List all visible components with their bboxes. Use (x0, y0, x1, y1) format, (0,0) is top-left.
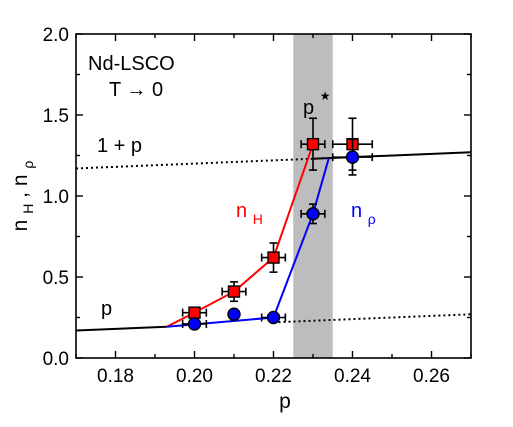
marker-square (188, 306, 201, 319)
label-nrho-main: n (351, 200, 362, 222)
y-axis-title-sub2: ρ (20, 161, 36, 169)
label-nH: n H (236, 200, 263, 227)
label-nrho-sub: ρ (368, 211, 376, 227)
marker-circle (187, 317, 202, 331)
label-nH-sub: H (253, 211, 263, 227)
x-tick-label: 0.22 (255, 366, 292, 387)
y-tick-label: 1.0 (43, 187, 69, 208)
series-nH-line (166, 143, 314, 328)
marker-square (306, 137, 320, 151)
y-axis-title-sub1: H (20, 204, 36, 214)
x-tick-label: 0.18 (97, 366, 134, 387)
annotation-temperature: T → 0 (109, 79, 163, 101)
series-layer (166, 117, 374, 331)
series-nH-point (260, 242, 287, 273)
y-tick-label: 0.0 (43, 349, 69, 370)
line-p-solid (75, 325, 167, 332)
y-tick-label: 1.5 (43, 106, 69, 127)
y-axis-title: n H , n ρ (9, 161, 38, 232)
series-nrho-point (300, 203, 326, 225)
y-tick-label: 0.5 (43, 268, 69, 289)
line-one-plus-p-dotted (75, 157, 314, 170)
series-nrho-line (166, 157, 330, 328)
marker-square (227, 285, 241, 298)
series-nrho-point (181, 317, 208, 331)
marker-circle (227, 307, 241, 321)
pstar-label: p ★ (303, 89, 330, 119)
label-one-plus-p: 1 + p (97, 135, 142, 157)
pstar-label-main: p (303, 97, 314, 119)
shaded-region-layer (293, 34, 333, 358)
marker-circle (306, 207, 320, 221)
x-tick-label: 0.26 (413, 366, 450, 387)
marker-circle (266, 310, 281, 325)
series-nrho-point (260, 310, 287, 325)
series-nrho-point (331, 138, 374, 176)
pstar-label-sup: ★ (320, 89, 331, 103)
series-nH-point (300, 117, 326, 171)
x-tick-label: 0.20 (176, 366, 213, 387)
reference-lines-layer (75, 151, 472, 332)
y-axis-title-sep: , n (9, 174, 32, 197)
ticks-layer: 0.18 0.20 0.22 0.24 0.26 0.0 0.5 1.0 1.5 2.0 (43, 25, 472, 387)
label-p: p (101, 298, 112, 320)
series-nH-point (181, 306, 208, 319)
marker-circle (345, 150, 360, 164)
series-nH-point (221, 281, 247, 303)
series-nrho-point (227, 307, 241, 321)
pstar-band (293, 34, 333, 358)
x-tick-label: 0.24 (334, 366, 371, 387)
marker-square (267, 251, 280, 264)
y-axis-title-main: n (9, 220, 32, 232)
label-nH-main: n (236, 200, 247, 222)
y-tick-label: 2.0 (43, 25, 69, 46)
x-axis-title: p (279, 390, 291, 413)
label-nrho: n ρ (351, 200, 376, 227)
annotation-sample: Nd-LSCO (88, 53, 175, 75)
